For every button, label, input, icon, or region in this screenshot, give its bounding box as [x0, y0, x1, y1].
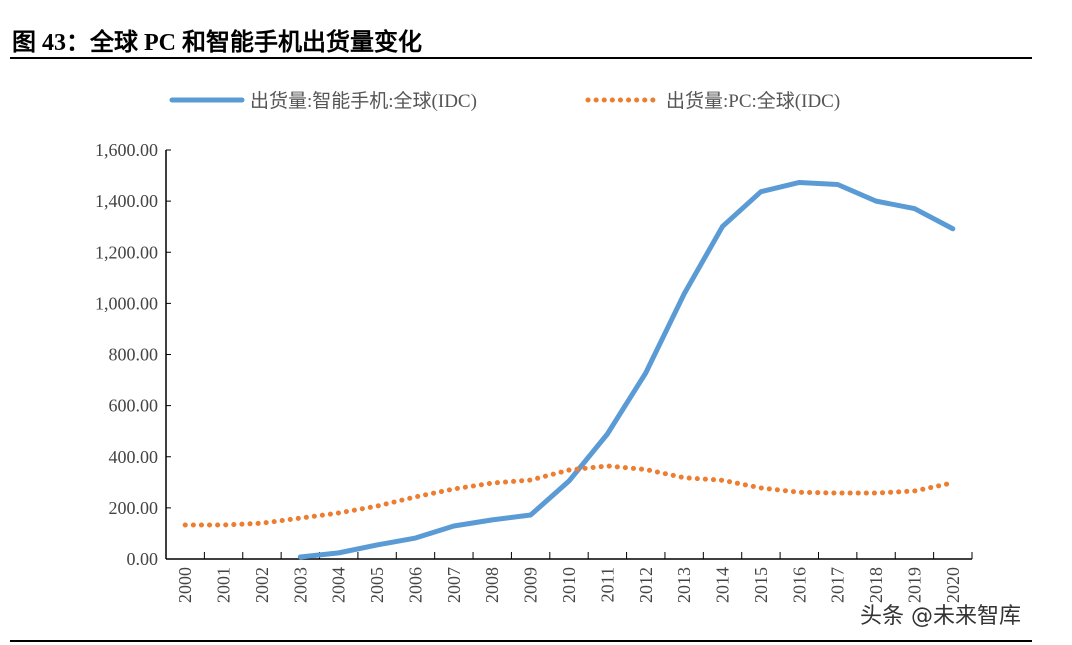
x-tick-label: 2012 — [636, 567, 656, 603]
x-tick-label: 2006 — [405, 567, 425, 603]
series-line-1 — [182, 463, 956, 528]
x-tick-label: 2000 — [175, 567, 195, 603]
x-tick-label: 2002 — [252, 567, 272, 603]
x-tick-label: 2013 — [674, 567, 694, 603]
x-tick-label: 2011 — [597, 567, 617, 602]
x-tick-label: 2007 — [444, 567, 464, 603]
y-tick-label: 200.00 — [109, 498, 159, 518]
series-line-0 — [297, 179, 956, 560]
x-tick-label: 2004 — [329, 567, 349, 603]
y-tick-label: 800.00 — [109, 345, 159, 365]
x-tick-label: 2016 — [789, 567, 809, 603]
y-tick-label: 600.00 — [109, 396, 159, 416]
x-tick-label: 2008 — [482, 567, 502, 603]
x-tick-label: 2005 — [367, 567, 387, 603]
y-tick-label: 400.00 — [109, 447, 159, 467]
figure-title: 图 43：全球 PC 和智能手机出货量变化 — [12, 30, 422, 56]
x-tick-label: 2010 — [559, 567, 579, 603]
y-tick-label: 1,600.00 — [95, 140, 158, 160]
x-tick-label: 2003 — [290, 567, 310, 603]
x-tick-label: 2020 — [943, 567, 963, 603]
bottom-rule — [10, 640, 1032, 642]
y-tick-label: 1,400.00 — [95, 191, 158, 211]
x-tick-label: 2009 — [521, 567, 541, 603]
x-tick-label: 2019 — [904, 567, 924, 603]
y-tick-label: 1,000.00 — [95, 293, 158, 313]
x-tick-label: 2015 — [751, 567, 771, 603]
top-rule — [10, 57, 1032, 59]
x-tick-label: 2017 — [828, 567, 848, 603]
legend-label-1: 出货量:PC:全球(IDC) — [666, 90, 840, 112]
watermark: 头条 @未来智库 — [860, 604, 1021, 629]
x-tick-label: 2014 — [713, 567, 733, 603]
y-tick-label: 0.00 — [127, 549, 159, 569]
x-tick-label: 2018 — [866, 567, 886, 603]
y-tick-label: 1,200.00 — [95, 242, 158, 262]
legend-label-0: 出货量:智能手机:全球(IDC) — [250, 90, 477, 112]
x-tick-label: 2001 — [214, 567, 234, 603]
